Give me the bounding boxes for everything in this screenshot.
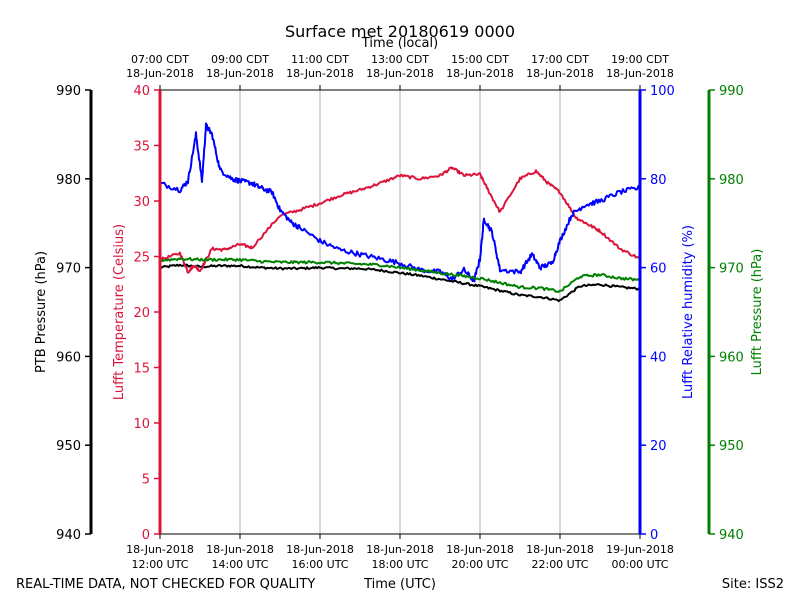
lp-tick-label: 970 <box>719 262 744 277</box>
temp-tick-label: 5 <box>142 473 150 488</box>
bottom-tick-time: 18:00 UTC <box>371 558 428 571</box>
ptb-tick-label: 950 <box>56 439 81 454</box>
bottom-tick-time: 00:00 UTC <box>611 558 668 571</box>
bottom-tick-date: 18-Jun-2018 <box>126 543 194 556</box>
series-line-ptb <box>159 263 641 303</box>
top-tick-date: 18-Jun-2018 <box>606 67 674 80</box>
humidity-axis-label: Lufft Relative humidity (%) <box>681 225 696 399</box>
top-tick-date: 18-Jun-2018 <box>526 67 594 80</box>
series-line-lp <box>159 256 641 293</box>
bottom-tick-time: 16:00 UTC <box>291 558 348 571</box>
site-label: Site: ISS2 <box>722 577 784 592</box>
rh-tick-label: 100 <box>650 84 675 99</box>
temp-tick-label: 0 <box>142 528 150 543</box>
lp-tick-label: 990 <box>719 84 744 99</box>
ptb-tick-label: 980 <box>56 173 81 188</box>
bottom-tick-time: 22:00 UTC <box>531 558 588 571</box>
series-layer <box>159 122 641 303</box>
temp-tick-label: 10 <box>133 417 150 432</box>
top-tick-time: 17:00 CDT <box>531 53 589 66</box>
rh-tick-label: 20 <box>650 439 667 454</box>
top-tick-time: 07:00 CDT <box>131 53 189 66</box>
axes-layer: 940 950 960 970 980 990 0 5 10 15 20 25 30 35 40 0 20 40 6… <box>56 53 744 571</box>
rh-tick-label: 60 <box>650 262 667 277</box>
temp-tick-label: 20 <box>133 306 150 321</box>
quality-note: REAL-TIME DATA, NOT CHECKED FOR QUALITY <box>16 577 315 592</box>
series-line-temp <box>159 166 641 274</box>
bottom-tick-date: 18-Jun-2018 <box>526 543 594 556</box>
ptb-axis-label: PTB Pressure (hPa) <box>34 251 49 373</box>
bottom-tick-time: 12:00 UTC <box>131 558 188 571</box>
top-tick-date: 18-Jun-2018 <box>366 67 434 80</box>
bottom-axis-label: Time (UTC) <box>363 577 436 592</box>
ptb-tick-label: 940 <box>56 528 81 543</box>
vertical-grid-lines <box>239 90 561 534</box>
top-tick-date: 18-Jun-2018 <box>126 67 194 80</box>
bottom-tick-time: 20:00 UTC <box>451 558 508 571</box>
bottom-tick-date: 18-Jun-2018 <box>286 543 354 556</box>
chart-title: Surface met 20180619 0000 <box>285 22 515 41</box>
rh-tick-label: 40 <box>650 350 667 365</box>
bottom-tick-date: 18-Jun-2018 <box>366 543 434 556</box>
top-tick-time: 15:00 CDT <box>451 53 509 66</box>
rh-tick-label: 0 <box>650 528 658 543</box>
rh-tick-label: 80 <box>650 173 667 188</box>
ptb-tick-label: 990 <box>56 84 81 99</box>
temperature-axis-label: Lufft Temperature (Celsius) <box>112 224 127 400</box>
top-tick-time: 11:00 CDT <box>291 53 349 66</box>
ptb-tick-label: 970 <box>56 262 81 277</box>
bottom-tick-date: 18-Jun-2018 <box>206 543 274 556</box>
top-tick-date: 18-Jun-2018 <box>206 67 274 80</box>
lp-tick-label: 960 <box>719 350 744 365</box>
lp-tick-label: 950 <box>719 439 744 454</box>
temp-tick-label: 35 <box>133 140 150 155</box>
lufft-pressure-axis-label: Lufft Pressure (hPa) <box>750 249 765 376</box>
lp-tick-label: 940 <box>719 528 744 543</box>
top-tick-date: 18-Jun-2018 <box>446 67 514 80</box>
top-tick-time: 19:00 CDT <box>611 53 669 66</box>
ptb-tick-label: 960 <box>56 350 81 365</box>
top-tick-time: 09:00 CDT <box>211 53 269 66</box>
lp-tick-label: 980 <box>719 173 744 188</box>
bottom-tick-date: 18-Jun-2018 <box>446 543 514 556</box>
temp-tick-label: 40 <box>133 84 150 99</box>
bottom-tick-time: 14:00 UTC <box>211 558 268 571</box>
top-axis-label: Time (local) <box>361 36 438 51</box>
top-tick-date: 18-Jun-2018 <box>286 67 354 80</box>
series-line-rh <box>159 122 641 283</box>
temp-tick-label: 25 <box>133 251 150 266</box>
top-tick-time: 13:00 CDT <box>371 53 429 66</box>
bottom-tick-date: 19-Jun-2018 <box>606 543 674 556</box>
temp-tick-label: 15 <box>133 362 150 377</box>
temp-tick-label: 30 <box>133 195 150 210</box>
